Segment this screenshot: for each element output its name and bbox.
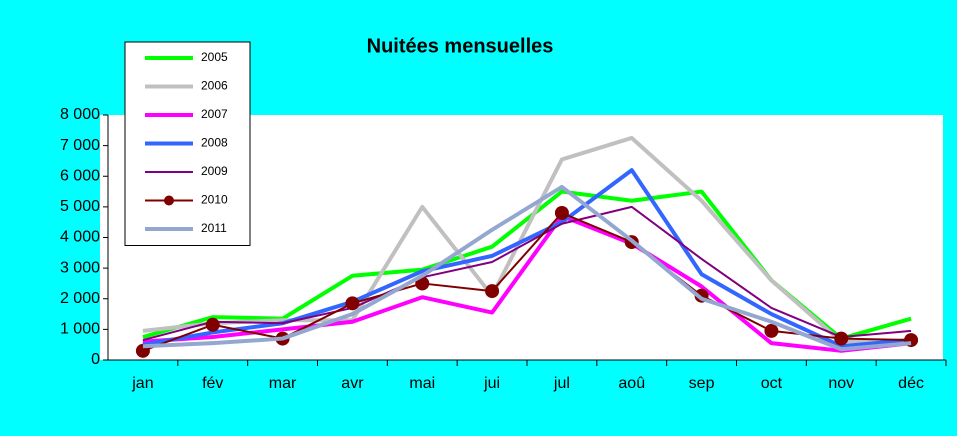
legend-label: 2005	[201, 50, 228, 64]
y-tick-label: 7 000	[60, 137, 100, 154]
legend-label: 2008	[201, 136, 228, 150]
y-tick-label: 8 000	[60, 106, 100, 123]
y-tick-label: 2 000	[60, 290, 100, 307]
y-tick-label: 5 000	[60, 198, 100, 215]
x-tick-label: déc	[898, 375, 924, 392]
y-tick-label: 3 000	[60, 259, 100, 276]
x-tick-label: fév	[202, 375, 223, 392]
x-tick-label: sep	[689, 375, 715, 392]
series-line	[142, 168, 912, 349]
x-tick-label: avr	[341, 375, 364, 392]
y-tick-label: 1 000	[60, 321, 100, 338]
legend-label: 2009	[201, 164, 228, 178]
legend-label: 2006	[201, 79, 228, 93]
legend-label: 2011	[201, 221, 227, 235]
series-line	[142, 184, 912, 352]
x-tick-label: mai	[409, 375, 435, 392]
series-marker	[554, 206, 569, 220]
series-marker	[205, 317, 220, 332]
series-line	[142, 205, 912, 342]
x-tick-label: oct	[761, 375, 783, 392]
x-tick-label: aoû	[618, 375, 645, 392]
chart-title: Nuitées mensuelles	[367, 35, 554, 57]
series-marker	[834, 331, 849, 346]
y-tick-label: 6 000	[60, 167, 100, 184]
x-tick-label: nov	[828, 375, 854, 392]
legend-marker	[164, 195, 174, 206]
series-line	[142, 135, 912, 344]
y-tick-label: 0	[91, 351, 100, 368]
x-tick-label: jui	[483, 375, 500, 392]
series-line	[142, 212, 912, 352]
series-marker	[485, 284, 500, 299]
x-tick-label: mar	[269, 375, 297, 392]
series-line	[142, 214, 912, 353]
legend-label: 2010	[201, 193, 228, 207]
x-tick-label: jan	[131, 375, 153, 392]
series-marker	[345, 296, 360, 311]
x-tick-label: jul	[553, 375, 570, 392]
legend-label: 2007	[201, 107, 228, 121]
series-marker	[764, 323, 779, 338]
y-tick-label: 4 000	[60, 229, 100, 246]
